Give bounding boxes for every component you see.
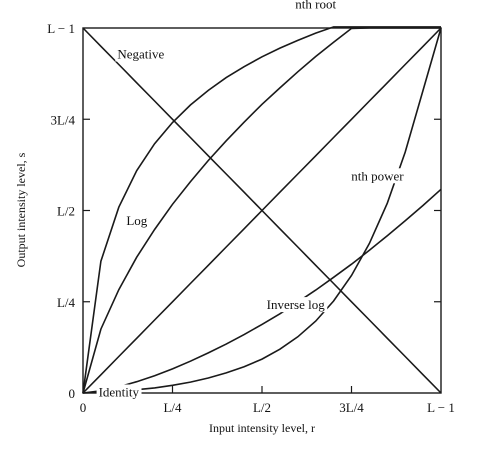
y-tick-label: 3L/4: [50, 112, 75, 127]
x-tick-label: L − 1: [427, 400, 455, 415]
axis-ticks: [83, 118, 441, 393]
y-tick-label: L/2: [57, 204, 75, 219]
log-label: Log: [126, 213, 147, 228]
curve-label-background: [115, 46, 167, 62]
curve-label-background: [264, 297, 328, 313]
curve-label-background: [96, 384, 142, 400]
inverse-log-label: Inverse log: [267, 297, 326, 312]
curve-label-background: [349, 168, 407, 184]
log-curve: [82, 26, 441, 394]
curve-labels-group: Negative Log nth root Identity nth power Inve…: [96, 0, 407, 400]
y-tick-label: L − 1: [47, 21, 75, 36]
inverse-log-curve: [82, 27, 442, 394]
y-tick-label: 0: [69, 386, 76, 401]
nth-power-label: nth power: [351, 168, 404, 183]
x-tick-label: 0: [80, 400, 87, 415]
identity-curve: [82, 27, 442, 394]
y-tick-label: L/4: [57, 295, 76, 310]
x-tick-label: L/2: [253, 400, 271, 415]
curves-group: [82, 26, 442, 394]
nth-power-curve: [82, 188, 442, 394]
y-axis-title: Output intensity level, s: [14, 152, 28, 267]
x-tick-label: L/4: [163, 400, 182, 415]
nth-root-label: nth root: [295, 0, 336, 11]
negative-label: Negative: [117, 47, 164, 62]
x-tick-label: 3L/4: [339, 400, 364, 415]
x-axis-title: Input intensity level, r: [209, 421, 315, 435]
nth-root-curve: [82, 27, 441, 394]
curve-label-background: [124, 213, 150, 229]
tick-labels-group: 0 L/4 L/2 3L/4 L − 1 0 L/4 L/2 3L/4 L − 1: [47, 21, 455, 415]
identity-label: Identity: [99, 385, 140, 400]
curve-label-background: [293, 0, 339, 12]
